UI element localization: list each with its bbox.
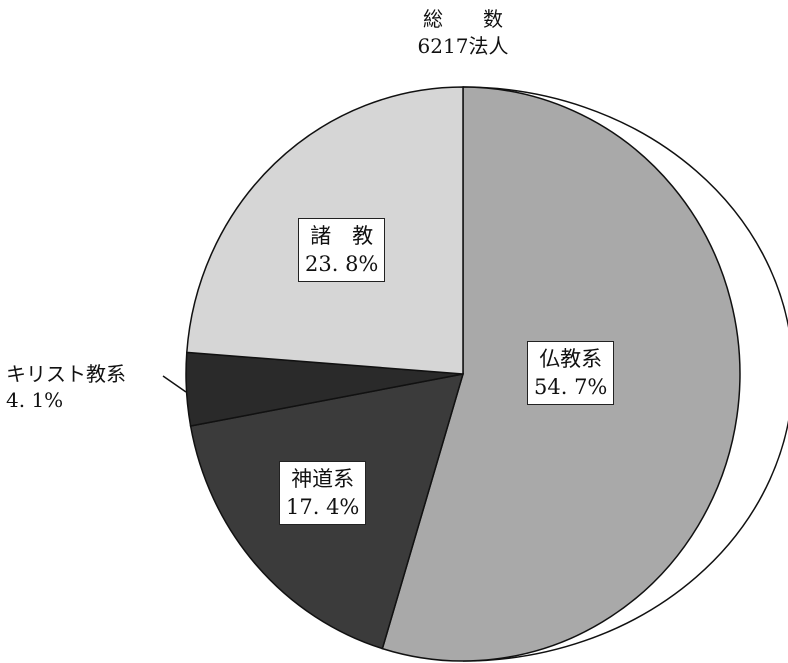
slice-name-shokyo: 諸 教 [310, 224, 374, 248]
slice-label-shokyo: 諸 教 23. 8% [298, 218, 386, 282]
slice-name-shinto: 神道系 [291, 467, 355, 491]
chart-title: 総 数 6217法人 [388, 6, 538, 60]
crescent-outline [462, 86, 788, 662]
slice-name-christian: キリスト教系 [6, 362, 126, 386]
slice-value-bukkyo: 54. 7% [534, 375, 608, 399]
slice-label-shinto: 神道系 17. 4% [279, 461, 367, 525]
slice-value-christian: 4. 1% [6, 388, 64, 412]
slice-value-shokyo: 23. 8% [305, 252, 379, 276]
slice-value-shinto: 17. 4% [286, 495, 360, 519]
total-count: 6217法人 [417, 34, 509, 58]
slice-label-christian: キリスト教系 4. 1% [6, 361, 126, 413]
slice-label-bukkyo: 仏教系 54. 7% [527, 341, 615, 405]
slice-name-bukkyo: 仏教系 [539, 347, 603, 371]
title-text: 総 数 [423, 7, 503, 31]
